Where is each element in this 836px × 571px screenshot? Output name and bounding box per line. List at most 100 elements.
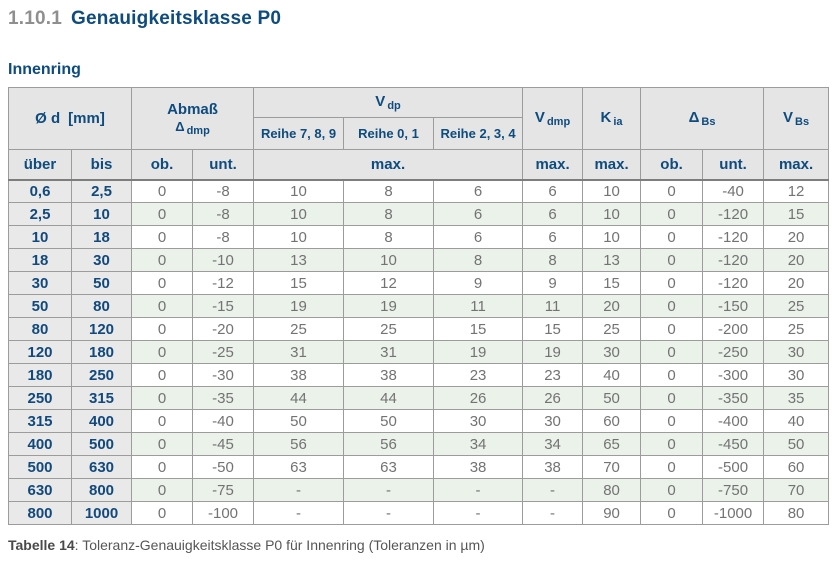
- value-cell: 25: [253, 317, 345, 341]
- value-cell: 0: [131, 455, 194, 479]
- range-cell: 0,6: [8, 179, 72, 203]
- value-cell: 10: [582, 202, 642, 226]
- value-cell: -250: [702, 340, 765, 364]
- header-reihe-row: Reihe 7, 8, 9 Reihe 0, 1 Reihe 2, 3, 4: [9, 117, 829, 150]
- value-cell: 19: [343, 294, 435, 318]
- value-cell: 40: [582, 363, 642, 387]
- range-cell: 80: [70, 294, 133, 318]
- value-cell: -300: [702, 363, 765, 387]
- value-cell: 13: [253, 248, 345, 272]
- value-cell: 50: [343, 409, 435, 433]
- table-row: 30 50 0 -12 15 12 9 9 15 0 -120 20: [8, 271, 830, 295]
- vdmp-subscript: dmp: [546, 116, 571, 128]
- value-cell: 11: [433, 294, 524, 318]
- value-cell: -: [433, 501, 524, 525]
- dbs-symbol: Δ: [688, 109, 700, 126]
- value-cell: 38: [343, 363, 435, 387]
- vdmp-symbol: V: [534, 109, 545, 126]
- value-cell: -35: [192, 386, 255, 410]
- value-cell: 15: [253, 271, 345, 295]
- range-cell: 120: [8, 340, 72, 364]
- value-cell: 15: [763, 202, 830, 226]
- value-cell: -75: [192, 478, 255, 502]
- range-cell: 400: [8, 432, 72, 456]
- value-cell: 12: [763, 179, 830, 203]
- value-cell: 38: [433, 455, 524, 479]
- value-cell: 0: [640, 501, 704, 525]
- value-cell: 0: [131, 386, 194, 410]
- table-row: 2,5 10 0 -8 10 8 6 6 10 0 -120 15: [8, 202, 830, 226]
- value-cell: 65: [582, 432, 642, 456]
- value-cell: -400: [702, 409, 765, 433]
- value-cell: -: [343, 478, 435, 502]
- table-row: 400 500 0 -45 56 56 34 34 65 0 -450 50: [8, 432, 830, 456]
- abmass-label: Abmaß: [167, 100, 218, 118]
- section-heading: Genauigkeitsklasse P0: [71, 8, 282, 29]
- value-cell: -500: [702, 455, 765, 479]
- col-header-reihe-789: Reihe 7, 8, 9: [253, 117, 345, 150]
- value-cell: 44: [343, 386, 435, 410]
- value-cell: 80: [763, 501, 830, 525]
- value-cell: 11: [522, 294, 584, 318]
- value-cell: -150: [702, 294, 765, 318]
- value-cell: 8: [433, 248, 524, 272]
- value-cell: -100: [192, 501, 255, 525]
- range-cell: 30: [8, 271, 72, 295]
- value-cell: 19: [522, 340, 584, 364]
- value-cell: 0: [640, 409, 704, 433]
- col-subheader-ob-dbs: ob.: [640, 149, 704, 181]
- range-cell: 50: [8, 294, 72, 318]
- value-cell: -45: [192, 432, 255, 456]
- col-header-reihe-01: Reihe 0, 1: [343, 117, 435, 150]
- value-cell: 9: [433, 271, 524, 295]
- value-cell: -750: [702, 478, 765, 502]
- value-cell: 70: [763, 478, 830, 502]
- range-cell: 250: [70, 363, 133, 387]
- value-cell: -120: [702, 271, 765, 295]
- value-cell: 0: [640, 271, 704, 295]
- table-row: 315 400 0 -40 50 50 30 30 60 0 -400 40: [8, 409, 830, 433]
- value-cell: 20: [763, 271, 830, 295]
- table-row: 120 180 0 -25 31 31 19 19 30 0 -250 30: [8, 340, 830, 364]
- range-cell: 180: [8, 363, 72, 387]
- value-cell: 0: [640, 317, 704, 341]
- value-cell: 12: [343, 271, 435, 295]
- range-cell: 18: [70, 225, 133, 249]
- value-cell: -: [253, 501, 345, 525]
- value-cell: -8: [192, 202, 255, 226]
- table-row: 0,6 2,5 0 -8 10 8 6 6 10 0 -40 12: [8, 179, 830, 203]
- range-cell: 180: [70, 340, 133, 364]
- value-cell: 0: [131, 409, 194, 433]
- value-cell: 56: [253, 432, 345, 456]
- value-cell: 8: [343, 179, 435, 203]
- value-cell: 50: [582, 386, 642, 410]
- value-cell: -120: [702, 248, 765, 272]
- value-cell: -120: [702, 202, 765, 226]
- value-cell: 63: [343, 455, 435, 479]
- value-cell: -200: [702, 317, 765, 341]
- value-cell: 34: [522, 432, 584, 456]
- header-sub-row: über bis ob. unt. max. max. max. ob. unt…: [8, 149, 830, 181]
- table-row: 80 120 0 -20 25 25 15 15 25 0 -200 25: [8, 317, 830, 341]
- value-cell: 60: [582, 409, 642, 433]
- value-cell: 9: [522, 271, 584, 295]
- value-cell: -1000: [702, 501, 765, 525]
- range-cell: 2,5: [8, 202, 72, 226]
- value-cell: 26: [433, 386, 524, 410]
- value-cell: -40: [702, 179, 765, 203]
- value-cell: -8: [192, 179, 255, 203]
- value-cell: 25: [582, 317, 642, 341]
- value-cell: -15: [192, 294, 255, 318]
- value-cell: -12: [192, 271, 255, 295]
- value-cell: 20: [763, 248, 830, 272]
- od-unit: [mm]: [68, 110, 105, 127]
- subsection-title: Innenring: [8, 61, 81, 78]
- value-cell: -10: [192, 248, 255, 272]
- value-cell: 40: [763, 409, 830, 433]
- table-row: 50 80 0 -15 19 19 11 11 20 0 -150 25: [8, 294, 830, 318]
- value-cell: 23: [433, 363, 524, 387]
- value-cell: 6: [522, 225, 584, 249]
- value-cell: 0: [131, 225, 194, 249]
